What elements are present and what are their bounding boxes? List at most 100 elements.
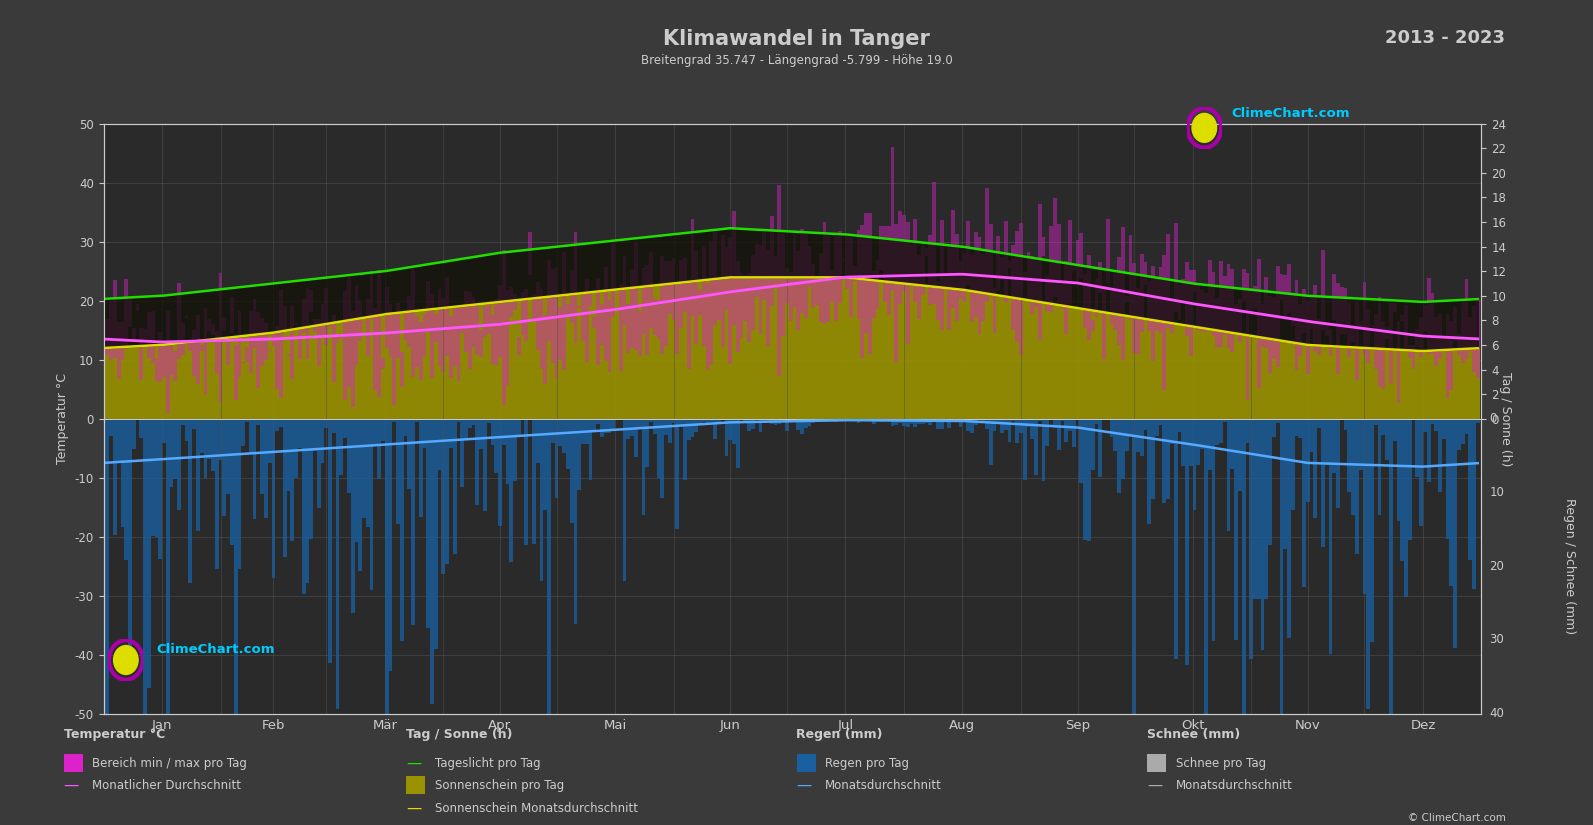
Bar xyxy=(331,315,336,382)
Bar xyxy=(910,244,913,283)
Bar xyxy=(237,311,242,377)
Bar xyxy=(1329,346,1332,419)
Bar xyxy=(1445,419,1450,539)
Bar xyxy=(1004,419,1008,430)
Bar xyxy=(347,320,350,419)
Bar xyxy=(403,419,408,436)
Bar xyxy=(483,419,487,511)
Bar xyxy=(1332,346,1337,419)
Bar xyxy=(683,282,687,419)
Bar xyxy=(510,419,513,562)
Bar xyxy=(287,330,290,419)
Bar xyxy=(358,419,362,571)
Bar xyxy=(339,334,342,338)
Bar xyxy=(386,314,389,419)
Bar xyxy=(229,297,234,333)
Bar xyxy=(1144,419,1147,430)
Text: Breitengrad 35.747 - Längengrad -5.799 - Höhe 19.0: Breitengrad 35.747 - Längengrad -5.799 -… xyxy=(640,54,953,67)
Bar xyxy=(182,342,185,419)
Bar xyxy=(287,354,290,356)
Bar xyxy=(1321,346,1325,419)
Bar xyxy=(672,284,675,419)
Bar xyxy=(921,243,924,295)
Bar xyxy=(1243,335,1246,419)
Bar xyxy=(1102,286,1106,359)
Bar xyxy=(929,419,932,426)
Bar xyxy=(1012,419,1015,421)
Bar xyxy=(110,300,113,360)
Bar xyxy=(777,185,781,376)
Bar xyxy=(177,343,182,419)
Bar xyxy=(1193,327,1196,419)
Bar xyxy=(1042,237,1045,256)
Bar xyxy=(174,419,177,479)
Bar xyxy=(835,277,838,419)
Bar xyxy=(811,277,816,419)
Bar xyxy=(1020,223,1023,355)
Bar xyxy=(1301,419,1306,587)
Bar xyxy=(1012,245,1015,331)
Bar xyxy=(1445,350,1450,419)
Bar xyxy=(1246,419,1249,442)
Bar xyxy=(1464,279,1469,359)
Bar xyxy=(306,289,309,359)
Bar xyxy=(204,309,207,394)
Bar xyxy=(199,341,204,419)
Bar xyxy=(140,419,143,438)
Bar xyxy=(1106,313,1110,419)
Bar xyxy=(1419,419,1423,526)
Bar xyxy=(1015,299,1020,419)
Bar xyxy=(234,337,237,419)
Text: Temperatur °C: Temperatur °C xyxy=(64,728,166,742)
Bar xyxy=(1378,419,1381,516)
Bar xyxy=(970,291,973,419)
Bar xyxy=(714,232,717,325)
Bar xyxy=(728,277,733,419)
Bar xyxy=(736,419,739,468)
Bar xyxy=(996,236,1000,291)
Bar xyxy=(868,214,871,354)
Bar xyxy=(871,280,876,419)
Bar xyxy=(808,419,811,426)
Bar xyxy=(739,272,744,338)
Bar xyxy=(540,290,543,369)
Bar xyxy=(1000,257,1004,280)
Bar xyxy=(162,419,166,443)
Bar xyxy=(1114,314,1117,419)
Bar xyxy=(800,229,804,313)
Bar xyxy=(667,284,672,419)
Bar xyxy=(1408,351,1411,419)
Bar xyxy=(618,284,623,371)
Bar xyxy=(422,310,427,419)
Bar xyxy=(1064,306,1067,419)
Bar xyxy=(1235,419,1238,640)
Bar xyxy=(135,346,140,419)
Bar xyxy=(551,296,554,419)
Bar xyxy=(1215,419,1219,446)
Bar xyxy=(894,283,898,419)
Bar xyxy=(314,319,317,332)
Bar xyxy=(1472,419,1475,589)
Bar xyxy=(750,277,755,419)
Bar xyxy=(1174,323,1177,419)
Bar xyxy=(350,311,355,407)
Bar xyxy=(1348,419,1351,493)
Bar xyxy=(309,290,314,312)
Bar xyxy=(1114,419,1117,451)
Bar xyxy=(331,419,336,433)
Bar xyxy=(441,308,444,419)
Bar xyxy=(1325,324,1329,337)
Bar xyxy=(852,278,857,419)
Bar xyxy=(408,419,411,489)
Bar xyxy=(1431,351,1434,419)
Bar xyxy=(355,285,358,365)
Bar xyxy=(981,419,984,422)
Bar xyxy=(725,278,728,419)
Bar xyxy=(166,344,169,419)
Bar xyxy=(1230,419,1235,469)
Bar xyxy=(532,295,535,321)
Bar xyxy=(1086,419,1091,541)
Bar xyxy=(763,232,766,300)
Bar xyxy=(400,419,403,641)
Bar xyxy=(535,282,540,350)
